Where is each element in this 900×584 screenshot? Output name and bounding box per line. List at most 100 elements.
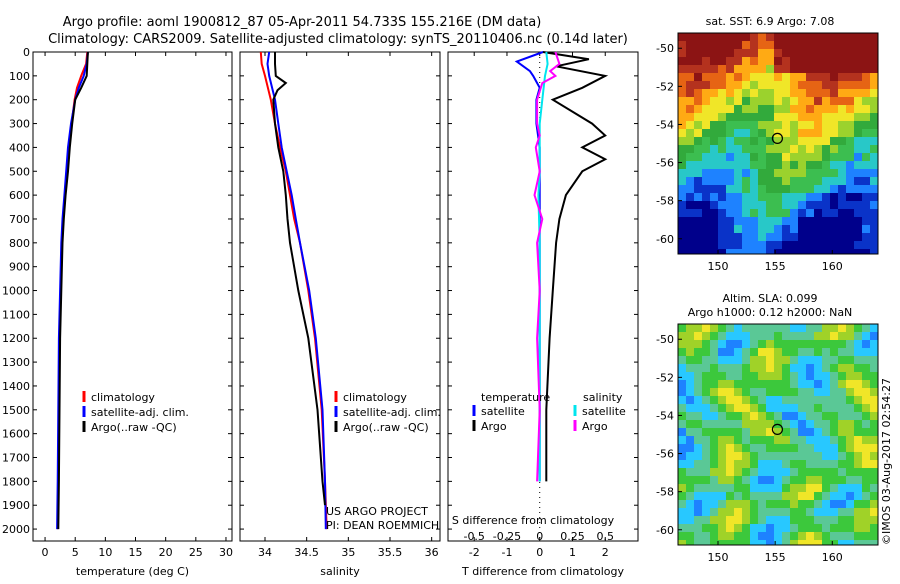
heatmap-cell (790, 97, 798, 105)
heatmap-cell (806, 161, 814, 169)
heatmap-cell (830, 356, 838, 364)
heatmap-cell (806, 452, 814, 460)
map-frame (677, 323, 879, 546)
heatmap-cell (694, 524, 702, 532)
y-tick-label: 0 (23, 46, 30, 59)
heatmap-cell (854, 468, 862, 476)
heatmap-cell (718, 57, 726, 65)
heatmap-cell (694, 201, 702, 209)
heatmap-cell (734, 137, 742, 145)
heatmap-cell (686, 121, 694, 129)
heatmap-cell (830, 73, 838, 81)
heatmap-cell (686, 57, 694, 65)
heatmap-cell (702, 73, 710, 81)
heatmap-cell (766, 249, 774, 254)
heatmap-cell (710, 388, 718, 396)
heatmap-cell (838, 113, 846, 121)
heatmap-cell (830, 348, 838, 356)
heatmap-cell (854, 324, 862, 332)
heatmap-cell (782, 129, 790, 137)
heatmap-cell (766, 161, 774, 169)
heatmap-cell (726, 348, 734, 356)
heatmap-cell (854, 356, 862, 364)
heatmap-cell (758, 89, 766, 97)
heatmap-cell (854, 177, 862, 185)
heatmap-cell (798, 105, 806, 113)
heatmap-cell (734, 201, 742, 209)
heatmap-cell (806, 364, 814, 372)
heatmap-cell (750, 73, 758, 81)
heatmap-cell (798, 412, 806, 420)
heatmap-cell (838, 436, 846, 444)
heatmap-cell (702, 452, 710, 460)
heatmap-cell (814, 137, 822, 145)
heatmap-cell (686, 49, 694, 57)
heatmap-cell (846, 500, 854, 508)
heatmap-cell (774, 145, 782, 153)
heatmap-cell (862, 452, 870, 460)
heatmap-cell (758, 372, 766, 380)
heatmap-cell (822, 396, 830, 404)
heatmap-cell (710, 540, 718, 545)
heatmap-cell (830, 225, 838, 233)
heatmap-cell (750, 388, 758, 396)
heatmap-cell (726, 33, 734, 41)
heatmap-cell (678, 540, 686, 545)
heatmap-cell (750, 121, 758, 129)
heatmap-cell (686, 225, 694, 233)
heatmap-cell (766, 225, 774, 233)
credit-text: ©IMOS 03-Aug-2017 02:54:27 (880, 378, 893, 545)
heatmap-cell (854, 420, 862, 428)
heatmap-cell (838, 372, 846, 380)
heatmap-cell (838, 241, 846, 249)
heatmap-cell (830, 137, 838, 145)
heatmap-cell (686, 324, 694, 332)
heatmap-cell (750, 540, 758, 545)
legend-label: Argo (582, 420, 608, 433)
heatmap-cell (782, 137, 790, 145)
heatmap-cell (782, 340, 790, 348)
heatmap-cell (750, 452, 758, 460)
heatmap-cell (694, 348, 702, 356)
heatmap-cell (718, 444, 726, 452)
heatmap-cell (694, 225, 702, 233)
heatmap-cell (734, 500, 742, 508)
heatmap-cell (862, 169, 870, 177)
heatmap-cell (790, 161, 798, 169)
heatmap-cell (798, 524, 806, 532)
heatmap-cell (678, 33, 686, 41)
heatmap-cell (814, 241, 822, 249)
heatmap-cell (750, 81, 758, 89)
heatmap-cell (782, 249, 790, 254)
heatmap-cell (694, 161, 702, 169)
heatmap-cell (750, 49, 758, 57)
heatmap-cell (782, 121, 790, 129)
heatmap-cell (846, 121, 854, 129)
s-axis-label: S difference from climatology (452, 514, 615, 527)
heatmap-cell (830, 444, 838, 452)
heatmap-cell (806, 137, 814, 145)
heatmap-cell (686, 436, 694, 444)
heatmap-cell (742, 137, 750, 145)
heatmap-cell (726, 65, 734, 73)
title-line-2: Climatology: CARS2009. Satellite-adjuste… (48, 32, 628, 47)
heatmap-cell (862, 249, 870, 254)
heatmap-cell (838, 249, 846, 254)
heatmap-cell (726, 444, 734, 452)
heatmap-cell (830, 452, 838, 460)
heatmap-cell (854, 372, 862, 380)
heatmap-cell (806, 492, 814, 500)
heatmap-cell (822, 420, 830, 428)
heatmap-cell (750, 217, 758, 225)
heatmap-cell (806, 460, 814, 468)
heatmap-cell (742, 356, 750, 364)
heatmap-cell (814, 153, 822, 161)
heatmap-cell (678, 484, 686, 492)
heatmap-cell (790, 129, 798, 137)
heatmap-cell (678, 129, 686, 137)
heatmap-cell (782, 65, 790, 73)
heatmap-cell (854, 49, 862, 57)
heatmap-cell (798, 217, 806, 225)
heatmap-cell (694, 412, 702, 420)
heatmap-cell (854, 113, 862, 121)
